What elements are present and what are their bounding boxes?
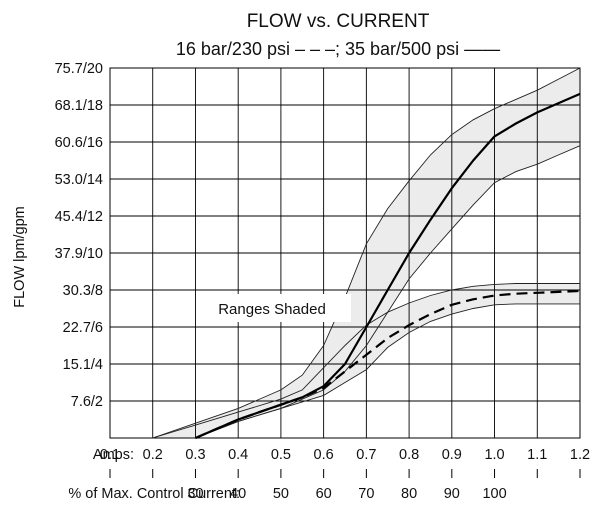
x-tick-label-amps: 1.2 <box>570 447 590 463</box>
percent-tick-marks <box>109 469 581 478</box>
x-tick-label-amps: 0.7 <box>356 447 376 463</box>
y-tick-label: 45.4/12 <box>55 209 103 225</box>
x-tick-label-amps: 1.0 <box>484 447 504 463</box>
x-tick-label-amps: 0.5 <box>271 447 291 463</box>
y-tick-label: 68.1/18 <box>55 98 103 114</box>
x-tick-label-amps: 0.9 <box>442 447 462 463</box>
series-line-dashed <box>195 289 581 440</box>
chart-subtitle: 16 bar/230 psi – – –; 35 bar/500 psi —— <box>176 39 500 59</box>
y-tick-label: 53.0/14 <box>55 172 103 188</box>
x-axis-label-amps: Amps: <box>93 447 134 463</box>
y-tick-label: 75.7/20 <box>55 61 103 77</box>
x-tick-label-amps: 0.6 <box>314 447 334 463</box>
y-tick-label: 37.9/10 <box>55 246 103 262</box>
x-tick-labels-percent: 30 40 50 60 70 80 90 100 <box>187 486 506 502</box>
x-axis-label-percent: % of Max. Control Current: <box>68 486 240 502</box>
range-boundary-lines <box>152 67 581 439</box>
range-upper-line-1 <box>152 67 581 439</box>
x-tick-label-amps: 0.8 <box>399 447 419 463</box>
annotation-box <box>196 294 351 322</box>
y-tick-label: 60.6/16 <box>55 135 103 151</box>
y-tick-label: 15.1/4 <box>63 357 103 373</box>
y-tick-label: 30.3/8 <box>63 283 103 299</box>
x-tick-label-percent: 30 <box>187 486 203 502</box>
x-tick-label-percent: 40 <box>230 486 246 502</box>
y-tick-label: 7.6/2 <box>71 394 103 410</box>
x-tick-label-amps: 0.3 <box>185 447 205 463</box>
x-tick-label-percent: 80 <box>401 486 417 502</box>
series-lines <box>195 92 581 440</box>
x-tick-label-percent: 50 <box>273 486 289 502</box>
x-tick-label-percent: 70 <box>358 486 374 502</box>
x-tick-label-percent: 60 <box>316 486 332 502</box>
x-tick-label-amps: 0.4 <box>228 447 248 463</box>
x-tick-label-amps: 1.1 <box>527 447 547 463</box>
x-tick-label-percent: 100 <box>482 486 506 502</box>
x-tick-label-amps: 0.2 <box>143 447 163 463</box>
chart-title: FLOW vs. CURRENT <box>247 11 430 32</box>
y-tick-labels: 7.6/2 15.1/4 22.7/6 30.3/8 37.9/10 45.4/12 53.… <box>55 61 103 410</box>
y-axis-label: FLOW lpm/gpm <box>12 206 28 308</box>
range-lower-line-2 <box>195 303 580 439</box>
range-lower-line-1 <box>195 145 581 439</box>
y-tick-label: 22.7/6 <box>63 320 103 336</box>
x-tick-label-percent: 90 <box>444 486 460 502</box>
x-tick-labels-amps: 0.1 0.2 0.3 0.4 0.5 0.6 0.7 0.8 0.9 1.0 1.1 1.2 <box>100 447 590 463</box>
ranges-shaded-label: Ranges Shaded <box>218 301 326 318</box>
x-tick-label-amps: 0.1 <box>100 447 120 463</box>
range-upper-line-2 <box>152 283 580 439</box>
